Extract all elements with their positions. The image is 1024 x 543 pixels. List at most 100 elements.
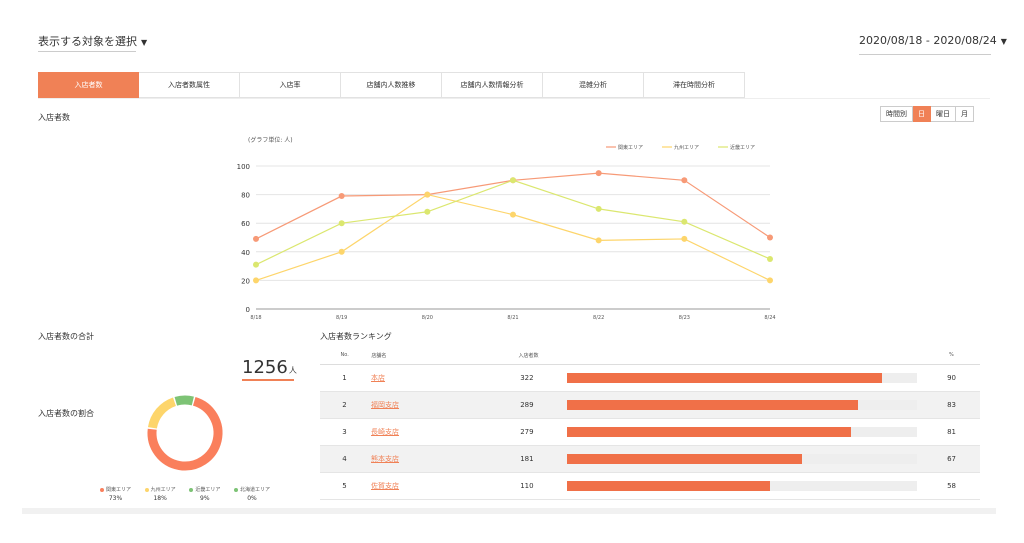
- legend-item: 北海道エリア 0%: [233, 486, 270, 506]
- target-select-label: 表示する対象を選択: [38, 35, 137, 48]
- period-hourly-button[interactable]: 時間別: [880, 106, 913, 122]
- store-link[interactable]: 佐賀支店: [371, 482, 400, 490]
- x-tick-label: 8/20: [422, 315, 433, 321]
- col-visitors-header: 入店者数: [518, 352, 539, 359]
- progress-bar: [567, 454, 918, 464]
- x-tick-label: 8/21: [507, 315, 518, 321]
- rank-no: 4: [342, 455, 347, 463]
- progress-bar: [567, 400, 918, 410]
- donut-segment: [174, 395, 194, 406]
- col-pct-header: %: [948, 352, 954, 358]
- target-select-dropdown[interactable]: 表示する対象を選択 ▼: [38, 33, 147, 52]
- table-row: 1 本店 322 90: [320, 365, 980, 392]
- analysis-tabs: 入店者数 入店者数属性 入店率 店舗内人数推移 店舗内人数情報分析 混雑分析 滞…: [38, 72, 745, 98]
- visitor-count: 110: [520, 482, 534, 490]
- tab-instore-analysis[interactable]: 店舗内人数情報分析: [442, 72, 543, 98]
- col-no-header: No.: [340, 352, 349, 358]
- legend-pct: 73%: [108, 495, 123, 502]
- legend-dot: [189, 487, 194, 492]
- data-point: [510, 177, 516, 184]
- legend-pct: 9%: [200, 495, 210, 502]
- tab-entry-rate[interactable]: 入店率: [240, 72, 341, 98]
- data-point: [338, 193, 345, 200]
- legend-label: 近畿エリア: [730, 144, 755, 151]
- legend-item: 九州エリア 18%: [144, 486, 176, 506]
- y-tick-label: 60: [241, 220, 250, 228]
- data-point: [681, 218, 688, 225]
- ratio-donut-chart: [147, 395, 223, 471]
- table-row: 2 福岡支店 289 83: [320, 392, 980, 419]
- tab-visitor-attributes[interactable]: 入店者数属性: [139, 72, 240, 98]
- rank-no: 5: [342, 482, 347, 490]
- store-link[interactable]: 本店: [371, 374, 386, 382]
- data-point: [253, 261, 259, 268]
- y-tick-label: 40: [241, 249, 250, 257]
- legend-pct: 18%: [153, 495, 167, 502]
- store-link[interactable]: 長崎支店: [371, 428, 400, 436]
- chevron-down-icon: ▼: [1000, 37, 1007, 46]
- progress-bar: [567, 481, 918, 491]
- store-link[interactable]: 熊本支店: [371, 455, 400, 463]
- data-point: [767, 255, 773, 262]
- ratio-label: 入店者数の割合: [38, 409, 94, 418]
- tab-visitors[interactable]: 入店者数: [38, 72, 139, 98]
- rank-no: 3: [342, 428, 347, 436]
- period-monthly-button[interactable]: 月: [956, 106, 974, 122]
- tab-instore-trend[interactable]: 店舗内人数推移: [341, 72, 442, 98]
- progress-bar: [567, 427, 918, 437]
- rank-pct: 83: [947, 401, 957, 409]
- x-tick-label: 8/23: [679, 315, 690, 321]
- data-point: [595, 205, 602, 212]
- legend-name: 九州エリア: [150, 487, 176, 493]
- period-weekday-button[interactable]: 曜日: [931, 106, 956, 122]
- data-point: [338, 220, 345, 227]
- period-daily-button[interactable]: 日: [913, 106, 931, 122]
- store-link[interactable]: 福岡支店: [371, 401, 400, 409]
- ranking-title: 入店者数ランキング: [320, 332, 392, 341]
- total-visitors: 1256人: [242, 357, 297, 381]
- rank-no: 1: [342, 374, 347, 382]
- page-footer-bar: [22, 508, 996, 514]
- y-tick-label: 0: [246, 306, 250, 314]
- data-point: [595, 237, 602, 244]
- date-range-picker[interactable]: 2020/08/18 - 2020/08/24 ▼: [859, 34, 1007, 55]
- legend-name: 近畿エリア: [195, 487, 221, 493]
- y-tick-label: 80: [241, 192, 250, 200]
- x-tick-label: 8/22: [593, 315, 604, 321]
- total-label: 入店者数の合計: [38, 332, 94, 341]
- period-toggle: 時間別 日 曜日 月: [880, 106, 974, 122]
- rank-pct: 81: [947, 428, 957, 436]
- x-tick-label: 8/24: [764, 315, 775, 321]
- tab-stay-time[interactable]: 滞在時間分析: [644, 72, 745, 98]
- table-row: 3 長崎支店 279 81: [320, 419, 980, 446]
- chart-unit-label: (グラフ単位: 人): [248, 136, 293, 144]
- tab-divider: [38, 98, 990, 99]
- legend-label: 関東エリア: [618, 144, 643, 151]
- data-point: [253, 277, 259, 284]
- legend-name: 北海道エリア: [239, 487, 270, 493]
- rank-pct: 58: [947, 482, 957, 490]
- total-value: 1256: [242, 357, 288, 378]
- data-point: [338, 248, 345, 255]
- ranking-header-row: No. 店舗名 入店者数 %: [320, 346, 980, 365]
- col-store-header: 店舗名: [371, 352, 387, 359]
- data-point: [424, 208, 431, 215]
- y-tick-label: 100: [237, 163, 250, 171]
- ranking-table: No. 店舗名 入店者数 % 1 本店 322 90 2 福岡支店 289 83…: [320, 346, 980, 500]
- donut-segment: [147, 397, 223, 471]
- visitors-line-chart: (グラフ単位: 人) 0 20 40 60 80 100 8/18 8/19 8/20 8/21 8/…: [237, 136, 776, 321]
- progress-bar-fill: [567, 427, 851, 437]
- x-tick-label: 8/19: [336, 315, 347, 321]
- data-point: [767, 277, 773, 284]
- progress-bar-fill: [567, 373, 883, 383]
- tab-congestion[interactable]: 混雑分析: [543, 72, 644, 98]
- x-tick-label: 8/18: [250, 315, 261, 321]
- visitor-count: 279: [520, 428, 534, 436]
- visitor-count: 289: [520, 401, 534, 409]
- legend-pct: 0%: [247, 495, 257, 502]
- donut-segment: [147, 397, 177, 429]
- progress-bar-fill: [567, 400, 858, 410]
- table-row: 4 熊本支店 181 67: [320, 446, 980, 473]
- visitor-count: 181: [520, 455, 534, 463]
- rank-pct: 67: [947, 455, 957, 463]
